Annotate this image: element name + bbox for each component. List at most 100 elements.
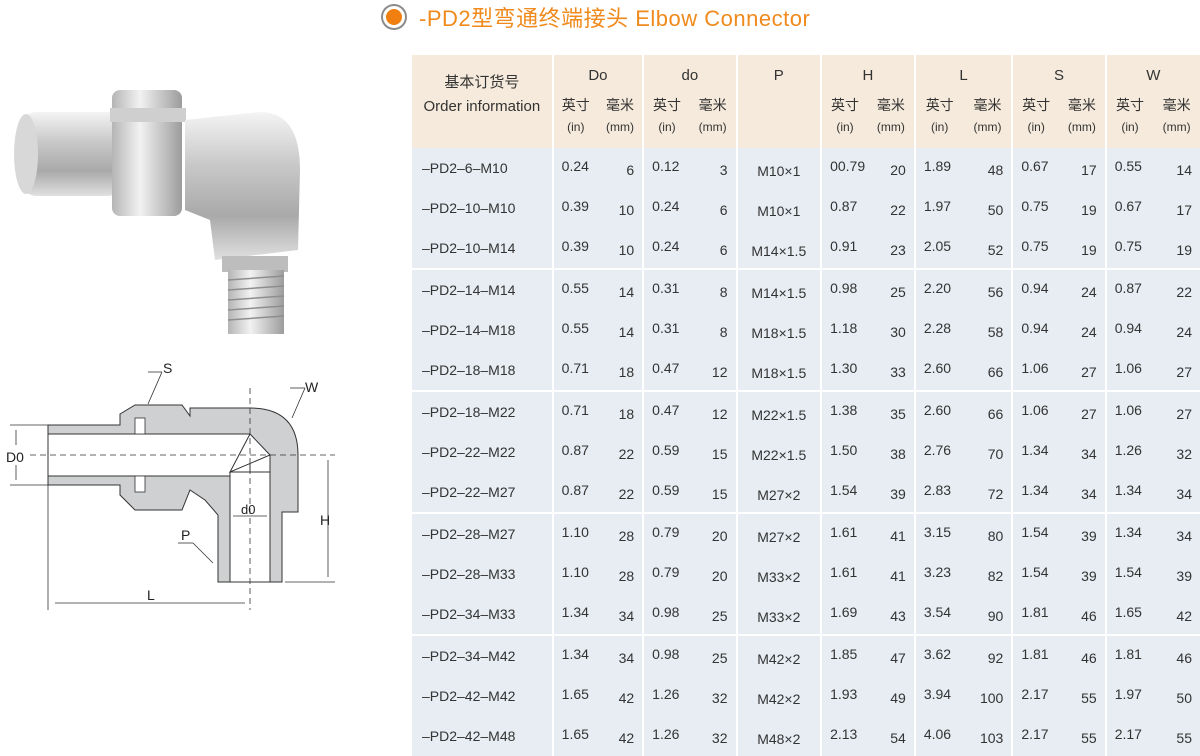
dimension-cell-do: 0.59 15 [642,472,737,513]
mm-value: 24 [1081,324,1097,340]
inch-value: 0.39 [561,198,589,214]
dimension-cell-l: 3.54 90 [913,594,1013,635]
radio-bullet-icon [383,6,405,28]
inch-value: 0.71 [561,402,589,418]
mm-value: 27 [1081,406,1097,422]
inch-value: 0.39 [561,238,589,254]
dimension-cell-h: 1.50 38 [820,432,915,472]
mm-value: 32 [711,730,728,746]
unit-abbr: (in) [1027,120,1045,134]
mm-value: 42 [1176,608,1192,624]
inch-value: 3.62 [923,646,952,662]
mm-value: 33 [890,364,906,380]
column-header-h: H 英寸 (in) 毫米 (mm) [820,55,915,148]
inch-value: 1.18 [830,320,858,336]
dimension-cell-s: 0.75 19 [1011,228,1106,269]
inch-value: 2.17 [1021,726,1049,742]
thread-value: M18×1.5 [751,365,807,381]
order-header: 基本订货号 Order information [412,55,553,148]
order-cell: –PD2–28–M33 [412,554,553,594]
inch-value: 1.34 [1114,482,1142,498]
order-cell: –PD2–34–M42 [412,634,553,676]
mm-value: 47 [890,650,906,666]
column-name: H [862,67,874,84]
dimension-cell-s: 1.54 39 [1011,512,1106,554]
column-header-do: Do 英寸 (in) 毫米 (mm) [551,55,644,148]
mm-value: 50 [1176,690,1192,706]
dimension-cell-do: 0.79 20 [642,554,737,594]
dimension-cell-s: 1.34 34 [1011,472,1106,513]
dimension-cell-do: 0.47 12 [642,350,737,391]
dimension-cell-w: 2.17 55 [1104,716,1200,756]
dimension-cell-do: 0.55 14 [551,268,644,310]
inch-value: 1.06 [1021,360,1049,376]
thread-value: M22×1.5 [751,447,807,463]
dimension-cell-do: 0.87 22 [551,472,644,513]
thread-value: M14×1.5 [751,243,807,259]
order-number: –PD2–10–M14 [422,240,516,256]
mm-value: 28 [618,528,635,544]
dimension-cell-w: 1.06 27 [1104,390,1200,432]
label-H: H [320,512,330,528]
dimension-cell-do: 0.59 15 [642,432,737,472]
inch-value: 0.91 [830,238,858,254]
inch-value: 2.28 [923,320,952,336]
unit-cn: 英寸 [1116,97,1145,113]
inch-value: 0.98 [652,646,680,662]
unit-cn: 毫米 [1067,97,1096,113]
unit-label: 毫米 (mm) [606,94,634,138]
title-text: -PD2型弯通终端接头 Elbow Connector [419,6,811,31]
mm-value: 6 [719,202,728,218]
mm-value: 19 [1081,202,1097,218]
order-number: –PD2–34–M33 [422,606,516,622]
dimension-cell-l: 2.60 66 [913,350,1013,391]
dimension-cell-do: 0.98 25 [642,594,737,635]
mm-value: 20 [890,162,906,178]
mm-value: 49 [890,690,906,706]
mm-value: 27 [1176,406,1192,422]
label-D0: D0 [6,449,24,465]
thread-cell: M42×2 [735,676,822,716]
inch-value: 3.23 [923,564,952,580]
mm-value: 24 [1176,324,1192,340]
inch-value: 1.26 [652,686,680,702]
dimension-cell-l: 1.97 50 [913,188,1013,228]
mm-value: 34 [1176,486,1192,502]
inch-value: 1.65 [561,686,589,702]
dimension-cell-do: 0.12 3 [642,148,737,188]
mm-value: 17 [1081,162,1097,178]
dimension-cell-do: 0.71 18 [551,390,644,432]
dimension-cell-l: 1.89 48 [913,148,1013,188]
unit-cn: 毫米 [876,97,905,113]
mm-value: 22 [890,202,906,218]
inch-value: 1.81 [1021,646,1049,662]
order-cell: –PD2–14–M14 [412,268,553,310]
column-name: P [773,67,784,84]
dimension-cell-h: 0.98 25 [820,268,915,310]
inch-value: 1.61 [830,564,858,580]
unit-label: 毫米 (mm) [1068,94,1096,138]
inch-value: 1.26 [652,726,680,742]
table-row: –PD2–14–M18 0.55 14 0.31 8 M18×1.5 1.18 30 2.28 5… [412,310,1200,350]
inch-value: 0.31 [652,320,680,336]
thread-cell: M22×1.5 [735,390,822,432]
mm-value: 22 [1176,284,1192,300]
column-name: S [1054,67,1065,84]
dimension-cell-do: 0.39 10 [551,228,644,269]
mm-value: 39 [1081,568,1097,584]
mm-value: 50 [987,202,1004,218]
inch-value: 1.54 [830,482,858,498]
label-S: S [163,360,172,376]
dimension-cell-l: 3.23 82 [913,554,1013,594]
unit-cn: 毫米 [1162,97,1191,113]
dimension-cell-do: 0.24 6 [551,148,644,188]
mm-value: 34 [618,608,635,624]
mm-value: 19 [1081,242,1097,258]
thread-value: M48×2 [757,731,801,747]
dimension-cell-l: 3.15 80 [913,512,1013,554]
unit-label: 英寸 (in) [562,94,590,138]
inch-value: 1.38 [830,402,858,418]
order-cell: –PD2–22–M22 [412,432,553,472]
mm-value: 55 [1081,690,1097,706]
dimension-cell-w: 0.75 19 [1104,228,1200,269]
